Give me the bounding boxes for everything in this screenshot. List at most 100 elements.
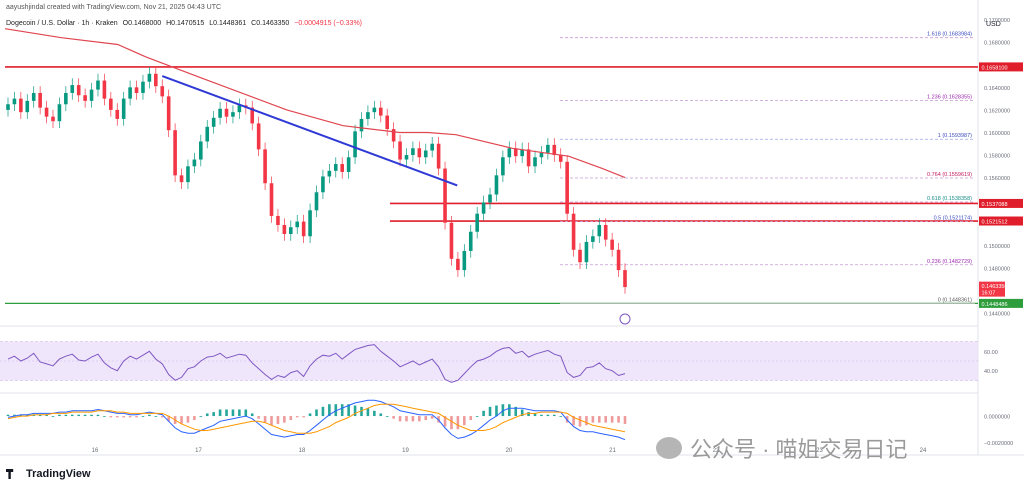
candle-body[interactable]: [96, 80, 100, 90]
candle-body[interactable]: [533, 157, 537, 167]
candle-body[interactable]: [199, 141, 203, 160]
candle-body[interactable]: [19, 98, 23, 113]
candle-body[interactable]: [237, 105, 242, 113]
candle-body[interactable]: [507, 148, 512, 158]
goto-realtime-icon[interactable]: [619, 313, 631, 325]
candle-body[interactable]: [12, 98, 17, 105]
candle-body[interactable]: [546, 144, 550, 153]
candle-body[interactable]: [64, 92, 68, 105]
candle-body[interactable]: [584, 241, 589, 263]
candle-body[interactable]: [192, 159, 197, 167]
candle-body[interactable]: [134, 87, 139, 93]
candle-body[interactable]: [25, 100, 30, 113]
candle-body[interactable]: [263, 149, 267, 184]
rsi-line[interactable]: [7, 344, 626, 383]
candle-body[interactable]: [359, 118, 364, 132]
candle-body[interactable]: [475, 213, 479, 232]
candle-body[interactable]: [417, 148, 422, 158]
candle-body[interactable]: [578, 249, 582, 263]
candle-body[interactable]: [423, 150, 428, 158]
candle-body[interactable]: [44, 107, 49, 117]
candle-body[interactable]: [314, 192, 319, 211]
candle-body[interactable]: [38, 92, 42, 108]
candle-body[interactable]: [256, 123, 261, 150]
candle-body[interactable]: [269, 183, 274, 216]
candle-body[interactable]: [404, 155, 409, 160]
candle-body[interactable]: [333, 164, 338, 171]
candle-body[interactable]: [571, 213, 576, 250]
candle-body[interactable]: [141, 81, 145, 93]
candle-body[interactable]: [31, 92, 36, 101]
candle-body[interactable]: [276, 215, 280, 225]
candle-body[interactable]: [231, 112, 235, 117]
candle-body[interactable]: [295, 221, 300, 228]
candle-body[interactable]: [353, 131, 357, 158]
candle-body[interactable]: [481, 202, 486, 214]
candle-body[interactable]: [539, 152, 544, 158]
candle-body[interactable]: [552, 144, 557, 156]
candle-body[interactable]: [121, 98, 126, 119]
candle-body[interactable]: [160, 86, 165, 97]
candle-body[interactable]: [513, 148, 518, 157]
candle-body[interactable]: [308, 210, 312, 237]
candle-body[interactable]: [494, 175, 499, 195]
candle-body[interactable]: [526, 149, 531, 167]
candle-body[interactable]: [173, 130, 177, 176]
moving-average-line[interactable]: [4, 28, 626, 179]
candle-body[interactable]: [391, 129, 396, 142]
candle-body[interactable]: [456, 258, 460, 271]
candle-body[interactable]: [211, 117, 216, 127]
candle-body[interactable]: [250, 107, 255, 124]
candle-body[interactable]: [102, 80, 107, 99]
candle-body[interactable]: [89, 89, 94, 101]
candle-body[interactable]: [436, 143, 441, 169]
candle-body[interactable]: [70, 85, 75, 93]
candle-body[interactable]: [340, 164, 345, 172]
candle-body[interactable]: [430, 143, 434, 151]
candle-body[interactable]: [57, 104, 62, 122]
candle-body[interactable]: [128, 87, 132, 99]
candle-body[interactable]: [468, 231, 473, 251]
candle-body[interactable]: [610, 239, 614, 250]
candle-body[interactable]: [166, 96, 171, 131]
candle-body[interactable]: [327, 170, 332, 177]
candle-body[interactable]: [603, 224, 608, 240]
candle-body[interactable]: [76, 85, 81, 96]
candle-body[interactable]: [6, 104, 10, 110]
candle-body[interactable]: [558, 155, 563, 162]
candle-body[interactable]: [186, 166, 190, 183]
candle-body[interactable]: [301, 221, 306, 237]
candle-body[interactable]: [597, 224, 602, 237]
candle-body[interactable]: [385, 115, 389, 130]
candle-body[interactable]: [411, 148, 415, 156]
candle-body[interactable]: [147, 73, 152, 82]
candle-body[interactable]: [449, 222, 454, 259]
candle-body[interactable]: [288, 227, 293, 234]
candle-body[interactable]: [591, 236, 595, 242]
candle-body[interactable]: [378, 107, 383, 116]
candle-body[interactable]: [501, 157, 505, 176]
candle-body[interactable]: [218, 108, 222, 118]
candle-body[interactable]: [398, 141, 402, 160]
candle-body[interactable]: [565, 161, 569, 214]
candle-body[interactable]: [154, 73, 158, 87]
candle-body[interactable]: [321, 176, 325, 193]
candle-body[interactable]: [83, 95, 87, 101]
candle-body[interactable]: [346, 157, 351, 172]
candle-body[interactable]: [109, 98, 113, 110]
candle-body[interactable]: [372, 107, 377, 113]
macd-signal-line[interactable]: [7, 403, 626, 434]
macd-line[interactable]: [7, 399, 626, 441]
candle-body[interactable]: [115, 109, 120, 119]
candle-body[interactable]: [224, 108, 229, 117]
candle-body[interactable]: [366, 112, 370, 119]
candle-body[interactable]: [443, 168, 447, 223]
candle-body[interactable]: [205, 126, 210, 142]
candle-body[interactable]: [179, 175, 184, 183]
candle-body[interactable]: [616, 249, 621, 271]
symbol-name[interactable]: Dogecoin / U.S. Dollar · 1h · Kraken: [6, 20, 118, 27]
descending-trendline[interactable]: [161, 75, 458, 187]
candle-body[interactable]: [462, 250, 467, 271]
candle-body[interactable]: [51, 116, 55, 122]
candle-body[interactable]: [520, 149, 524, 157]
